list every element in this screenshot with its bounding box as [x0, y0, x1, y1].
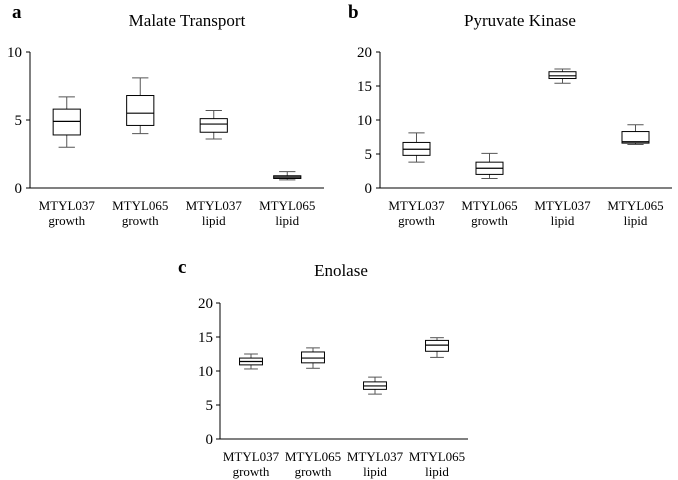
x-category-label: MTYL065	[259, 198, 315, 213]
iqr-box	[621, 131, 650, 144]
panel-label: c	[178, 257, 186, 278]
x-category-sublabel: lipid	[363, 464, 387, 479]
y-tick-label: 10	[7, 45, 22, 61]
x-category-label: MTYL037	[388, 198, 445, 213]
y-tick-label: 10	[357, 113, 372, 129]
x-category-sublabel: lipid	[202, 213, 226, 228]
y-tick-label: 5	[365, 147, 373, 163]
x-category-label: MTYL037	[534, 198, 591, 213]
x-category-sublabel: growth	[48, 213, 85, 228]
iqr-box	[425, 339, 449, 352]
x-category-sublabel: lipid	[275, 213, 299, 228]
y-tick-label: 0	[365, 181, 373, 197]
x-category-sublabel: growth	[233, 464, 270, 479]
panel-b: b Pyruvate Kinase05101520MTYL037growthMTY…	[348, 2, 672, 228]
x-category-sublabel: growth	[471, 213, 508, 228]
box-plot	[52, 96, 81, 148]
x-category-sublabel: growth	[295, 464, 332, 479]
x-category-sublabel: growth	[398, 213, 435, 228]
iqr-box	[199, 118, 228, 133]
x-category-label: MTYL065	[285, 449, 341, 464]
x-category-label: MTYL037	[39, 198, 96, 213]
iqr-box	[548, 71, 577, 80]
box-plot	[126, 77, 155, 135]
y-tick-label: 0	[15, 181, 23, 197]
chart-title: Malate Transport	[129, 11, 246, 30]
chart-title: Enolase	[314, 261, 368, 280]
box-plot	[621, 124, 650, 145]
box-plot	[199, 109, 228, 140]
box-plot	[273, 171, 302, 181]
x-category-label: MTYL037	[186, 198, 243, 213]
chart-title: Pyruvate Kinase	[464, 11, 576, 30]
x-category-label: MTYL065	[112, 198, 168, 213]
x-category-sublabel: lipid	[425, 464, 449, 479]
box-plot	[301, 347, 325, 369]
x-category-label: MTYL037	[223, 449, 280, 464]
box-plot	[239, 353, 263, 370]
box-plot	[363, 376, 387, 395]
panel-label: a	[12, 2, 22, 23]
panel-label: b	[348, 2, 359, 23]
x-category-label: MTYL065	[607, 198, 663, 213]
y-tick-label: 10	[198, 364, 213, 380]
y-tick-label: 5	[15, 113, 23, 129]
x-category-label: MTYL065	[409, 449, 465, 464]
panel-a: a Malate Transport0510MTYL037growthMTYL06…	[7, 2, 324, 228]
box-plot	[425, 337, 449, 358]
y-tick-label: 0	[206, 432, 214, 448]
x-category-label: MTYL037	[347, 449, 404, 464]
x-category-label: MTYL065	[461, 198, 517, 213]
y-tick-label: 20	[198, 296, 213, 312]
y-tick-label: 15	[198, 330, 213, 346]
iqr-box	[301, 351, 325, 364]
box-plot	[548, 68, 577, 84]
x-category-sublabel: growth	[122, 213, 159, 228]
y-tick-label: 20	[357, 45, 372, 61]
panel-c: c Enolase05101520MTYL037growthMTYL065grow…	[178, 257, 468, 479]
iqr-box	[126, 95, 155, 126]
box-plot	[402, 132, 431, 163]
y-tick-label: 5	[206, 398, 214, 414]
y-tick-label: 15	[357, 79, 372, 95]
x-category-sublabel: lipid	[551, 213, 575, 228]
x-category-sublabel: lipid	[624, 213, 648, 228]
box-plot	[475, 152, 504, 179]
iqr-box	[52, 108, 81, 136]
